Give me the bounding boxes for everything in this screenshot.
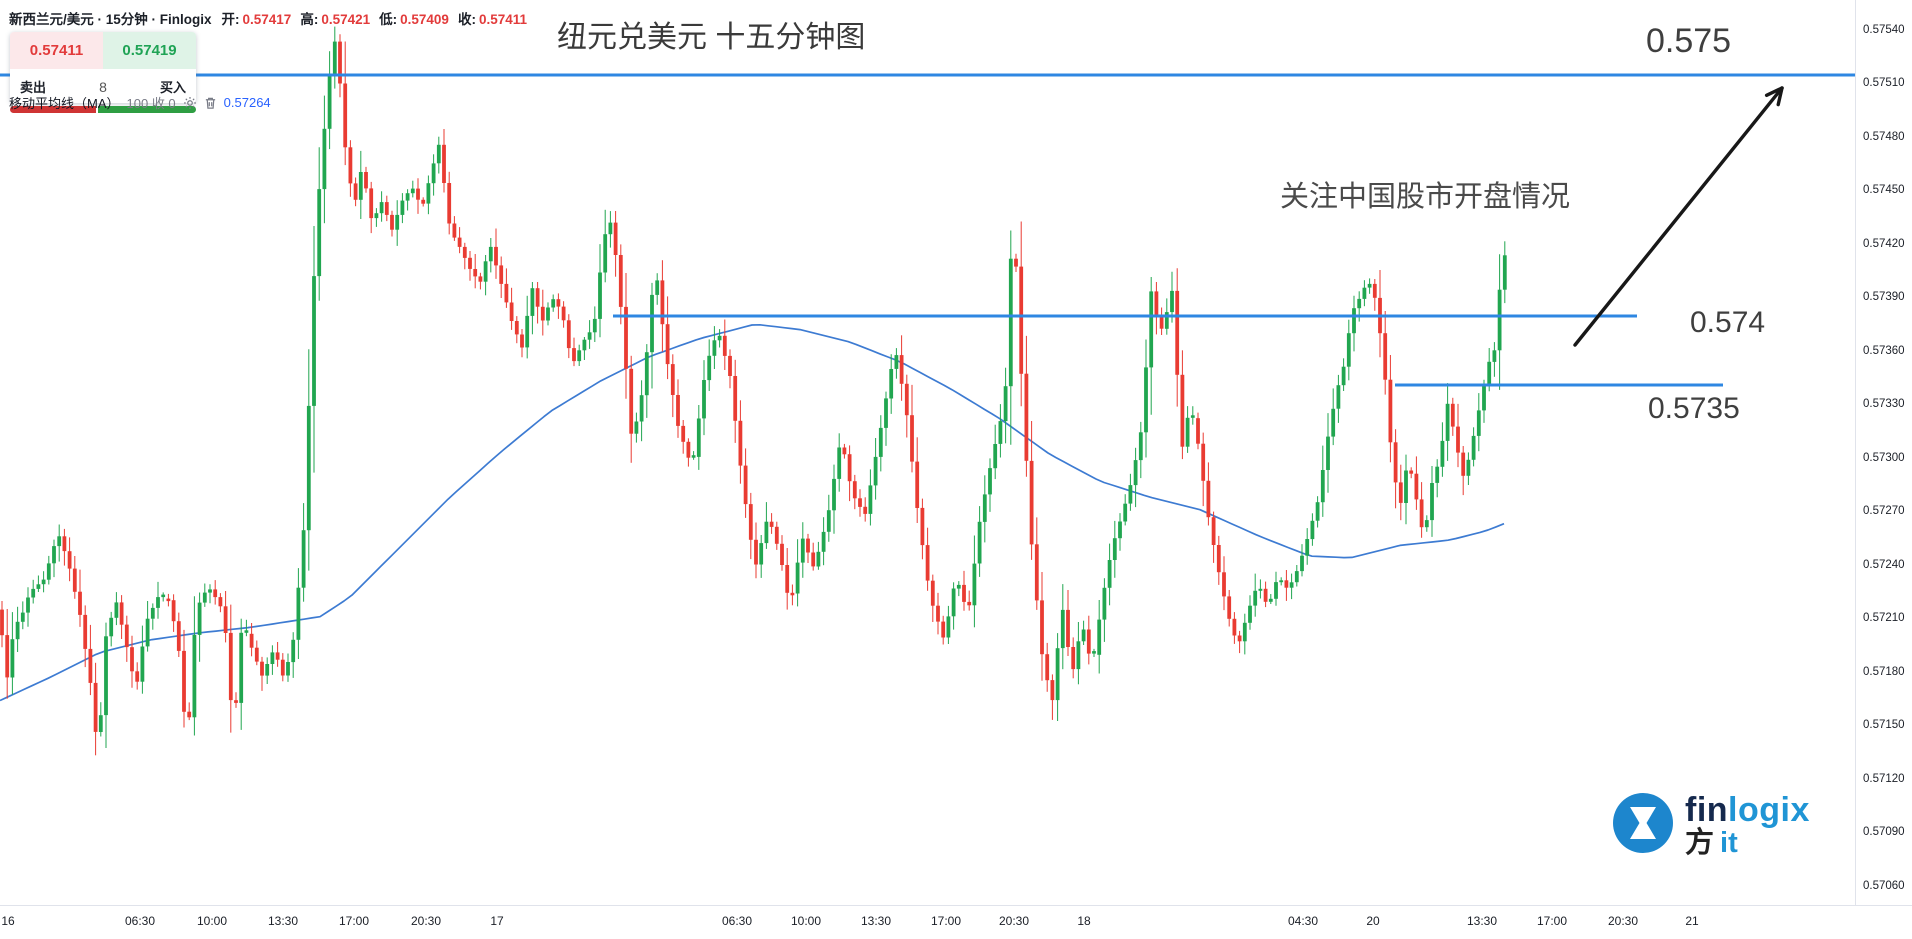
time-tick: 17:00	[338, 914, 370, 928]
candles-group	[0, 26, 1507, 756]
price-tick: 0.57270	[1863, 505, 1905, 517]
price-tick: 0.57390	[1863, 291, 1905, 303]
indicator-name[interactable]: 移动平均线（MA）	[9, 96, 120, 111]
time-tick: 13:30	[267, 914, 299, 928]
time-tick: 20	[1366, 914, 1380, 928]
time-tick: 10:00	[790, 914, 822, 928]
high-value: 0.57421	[321, 12, 371, 27]
close-value: 0.57411	[478, 12, 528, 27]
price-level-label-0.5735[interactable]: 0.5735	[1648, 392, 1740, 425]
price-tick: 0.57330	[1863, 398, 1905, 410]
candlestick-chart[interactable]	[0, 0, 1855, 905]
price-tick: 0.57120	[1863, 773, 1905, 785]
price-tick: 0.57420	[1863, 238, 1905, 250]
time-tick: 10:00	[196, 914, 228, 928]
buy-price-button[interactable]: 0.57419	[103, 32, 196, 69]
symbol-header: 新西兰元/美元 · 15分钟 · Finlogix 开: 0.57417 高: 0.…	[9, 8, 527, 28]
finlogix-watermark: finlogix 方 it	[1612, 792, 1810, 859]
price-level-label-0.575[interactable]: 0.575	[1646, 22, 1732, 60]
chart-canvas[interactable]	[0, 0, 1855, 905]
price-tick: 0.57150	[1863, 719, 1905, 731]
finlogix-wordmark: finlogix	[1685, 791, 1810, 829]
ma-indicator-row: 移动平均线（MA） 100 收 0 0.57264	[9, 93, 271, 112]
high-label: 高:	[300, 12, 319, 27]
price-axis[interactable]: 0.57540 0.57510 0.57480 0.57450 0.57420 0.573…	[1855, 0, 1912, 905]
time-tick: 20:30	[998, 914, 1030, 928]
order-quote-widget: 0.57411 0.57419 卖出 8 买入	[10, 32, 196, 103]
time-tick: 16	[1, 914, 15, 928]
trend-arrow[interactable]	[1573, 86, 1784, 347]
time-tick: 13:30	[1466, 914, 1498, 928]
time-tick: 06:30	[124, 914, 156, 928]
finlogix-logo-icon	[1612, 792, 1674, 859]
low-value: 0.57409	[400, 12, 449, 27]
price-tick: 0.57210	[1863, 612, 1905, 624]
price-level-label-0.574[interactable]: 0.574	[1690, 306, 1766, 339]
time-axis[interactable]: 16 06:30 10:00 13:30 17:00 20:30 17 06:30 10:00 1…	[0, 905, 1912, 939]
time-tick: 17:00	[1536, 914, 1568, 928]
time-tick: 20:30	[1607, 914, 1639, 928]
ma-line[interactable]	[0, 323, 1505, 702]
price-tick: 0.57540	[1863, 24, 1905, 36]
price-tick: 0.57180	[1863, 666, 1905, 678]
sell-label[interactable]: 卖出	[19, 80, 46, 95]
close-label: 收:	[457, 12, 476, 27]
open-label: 开:	[221, 12, 240, 27]
time-tick: 17	[490, 914, 504, 928]
price-tick: 0.57360	[1863, 345, 1905, 357]
price-tick: 0.57240	[1863, 559, 1905, 571]
ma-value: 0.57264	[223, 95, 271, 110]
time-tick: 21	[1685, 914, 1699, 928]
indicator-params: 100 收 0	[126, 96, 176, 111]
open-value: 0.57417	[242, 12, 292, 27]
price-tick: 0.57510	[1863, 77, 1905, 89]
time-tick: 17:00	[930, 914, 962, 928]
time-tick: 13:30	[860, 914, 892, 928]
spread-value: 8	[56, 70, 150, 103]
time-tick: 04:30	[1287, 914, 1319, 928]
finlogix-cn-wordmark: 方 it	[1685, 827, 1738, 859]
price-tick: 0.57300	[1863, 452, 1905, 464]
symbol-name[interactable]: 新西兰元/美元 · 15分钟 · Finlogix	[9, 12, 212, 27]
low-label: 低:	[379, 12, 398, 27]
chart-title-text[interactable]: 纽元兑美元 十五分钟图	[557, 21, 866, 54]
sell-price-button[interactable]: 0.57411	[10, 32, 103, 69]
gear-icon[interactable]	[183, 96, 197, 110]
time-tick: 18	[1077, 914, 1091, 928]
buy-ratio-segment	[97, 106, 196, 113]
price-tick: 0.57060	[1863, 880, 1905, 892]
time-tick: 06:30	[721, 914, 753, 928]
sentiment-ratio-bar	[10, 106, 196, 113]
price-tick: 0.57090	[1863, 826, 1905, 838]
price-tick: 0.57480	[1863, 131, 1905, 143]
ohlc-readout: 开: 0.57417 高: 0.57421 低: 0.57409 收: 0.57411	[222, 8, 528, 28]
buy-label[interactable]: 买入	[159, 80, 186, 95]
sell-ratio-segment	[10, 106, 96, 113]
time-tick: 20:30	[410, 914, 442, 928]
trash-icon[interactable]	[204, 96, 217, 110]
price-tick: 0.57450	[1863, 184, 1905, 196]
annotation-text[interactable]: 关注中国股市开盘情况	[1280, 181, 1571, 213]
